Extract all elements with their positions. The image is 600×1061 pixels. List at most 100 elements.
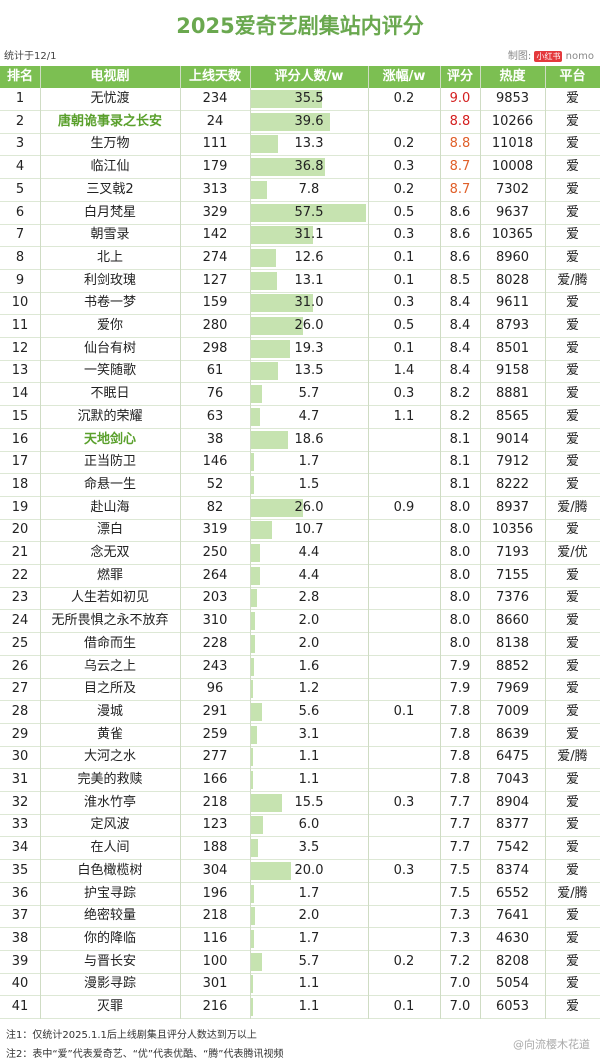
cell: 护宝寻踪 [40, 883, 180, 906]
vote-bar [251, 90, 322, 108]
cell: 8.6 [440, 202, 480, 225]
cell: 0.2 [368, 133, 440, 157]
cell: 12.6 [250, 247, 368, 270]
vote-bar [251, 430, 289, 449]
cell: 爱/腾 [545, 270, 600, 293]
cell: 40 [0, 973, 40, 997]
cell: 5054 [480, 973, 545, 997]
cell: 1.1 [250, 996, 368, 1019]
cell: 52 [180, 474, 250, 497]
vote-bar [251, 589, 257, 608]
cell: 0.1 [368, 701, 440, 724]
cell: 北上 [40, 247, 180, 270]
cell: 7542 [480, 837, 545, 861]
watermark: @向流樱木花道 [513, 1038, 590, 1051]
cell: 0.1 [368, 338, 440, 361]
cell: 灭罪 [40, 996, 180, 1019]
cell: 爱 [545, 202, 600, 225]
cell: 0.3 [368, 292, 440, 316]
cell: 0.2 [368, 951, 440, 974]
cell: 8660 [480, 610, 545, 634]
cell: 8.6 [440, 224, 480, 248]
cell: 38 [180, 429, 250, 452]
cell: 4.4 [250, 542, 368, 565]
cell: 10.7 [250, 519, 368, 543]
cell: 淮水竹亭 [40, 792, 180, 815]
cell: 爱 [545, 951, 600, 974]
cell: 146 [180, 451, 250, 475]
cell: 11018 [480, 133, 545, 157]
cell: 7.3 [440, 928, 480, 951]
cell: 10 [0, 292, 40, 316]
vote-bar [251, 998, 254, 1016]
cell: 5.7 [250, 951, 368, 974]
cell: 8.2 [440, 383, 480, 407]
cell: 8639 [480, 724, 545, 747]
cell: 3.1 [250, 724, 368, 747]
cell: 7302 [480, 179, 545, 202]
cell: 生万物 [40, 133, 180, 157]
cell: 1.4 [368, 360, 440, 384]
cell: 目之所及 [40, 678, 180, 702]
cell: 13.5 [250, 360, 368, 384]
vote-bar [251, 453, 255, 472]
cell: 爱 [545, 406, 600, 429]
cell: 216 [180, 996, 250, 1019]
cell: 38 [0, 928, 40, 951]
cell: 8.0 [440, 610, 480, 634]
column-header: 涨幅/w [368, 66, 440, 88]
cell: 111 [180, 133, 250, 157]
title: 2025爱奇艺剧集站内评分 [176, 14, 424, 38]
cell: 7.5 [440, 883, 480, 906]
cell: 9158 [480, 360, 545, 384]
column-divider [250, 66, 251, 1019]
cell: 0.3 [368, 383, 440, 407]
cell: 7.8 [440, 746, 480, 770]
cell: 7.5 [440, 860, 480, 883]
cell [368, 111, 440, 134]
vote-bar [251, 793, 282, 812]
vote-bar [251, 748, 254, 767]
cell: 书卷一梦 [40, 292, 180, 316]
cell: 28 [0, 701, 40, 724]
cell: 0.3 [368, 860, 440, 883]
cell: 13 [0, 360, 40, 384]
column-header: 排名 [0, 66, 40, 88]
cell: 你的降临 [40, 928, 180, 951]
cell: 1.5 [250, 474, 368, 497]
cell: 34 [0, 837, 40, 861]
cell: 291 [180, 701, 250, 724]
cell: 7155 [480, 565, 545, 588]
cell: 4630 [480, 928, 545, 951]
cell: 2.0 [250, 905, 368, 929]
vote-bar [251, 362, 278, 381]
cell: 15.5 [250, 792, 368, 815]
cell: 280 [180, 315, 250, 338]
cell: 9637 [480, 202, 545, 225]
vote-bar [251, 612, 255, 631]
cell: 7.7 [440, 814, 480, 838]
cell: 4 [0, 156, 40, 180]
cell: 爱 [545, 88, 600, 111]
cell: 18 [0, 474, 40, 497]
vote-bar [251, 317, 303, 335]
cell: 35 [0, 860, 40, 883]
cell: 0.1 [368, 270, 440, 293]
cell: 爱 [545, 565, 600, 588]
vote-bar [251, 566, 260, 585]
cell: 爱 [545, 678, 600, 702]
cell [368, 565, 440, 588]
cell: 8852 [480, 656, 545, 679]
column-divider [368, 66, 369, 1019]
cell: 100 [180, 951, 250, 974]
cell: 8.0 [440, 542, 480, 565]
column-header: 平台 [545, 66, 600, 88]
cell: 借命而生 [40, 633, 180, 656]
cell: 2.0 [250, 610, 368, 634]
cell: 0.1 [368, 996, 440, 1019]
cell: 7912 [480, 451, 545, 475]
cell [368, 519, 440, 543]
cell: 8904 [480, 792, 545, 815]
cell: 漫影寻踪 [40, 973, 180, 997]
cell: 大河之水 [40, 746, 180, 770]
